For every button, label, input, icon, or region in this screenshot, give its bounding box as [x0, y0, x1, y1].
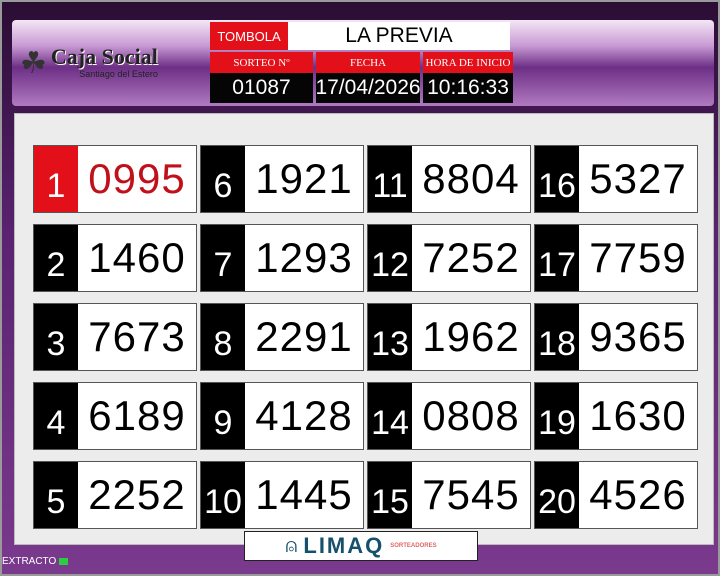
result-number: 1630 — [579, 383, 697, 449]
result-number: 5327 — [579, 146, 697, 212]
result-position: 7 — [213, 246, 233, 284]
sponsor-logo: ⍝ LIMAQ SORTEADORES — [244, 531, 478, 561]
result-cell: 17 7759 — [534, 224, 698, 292]
result-number: 0808 — [412, 383, 530, 449]
result-number: 7252 — [412, 225, 530, 291]
result-position: 4 — [46, 404, 66, 442]
date-label: FECHA — [316, 52, 420, 73]
result-position: 13 — [371, 325, 409, 363]
result-position: 14 — [371, 404, 409, 442]
result-position: 3 — [46, 325, 66, 363]
result-cell: 5 2252 — [33, 461, 197, 529]
result-cell: 16 5327 — [534, 145, 698, 213]
result-number: 1293 — [245, 225, 363, 291]
time-label: HORA DE INICIO — [423, 52, 513, 73]
result-cell: 7 1293 — [200, 224, 364, 292]
result-position: 10 — [204, 483, 242, 521]
draw-value: 01087 — [210, 73, 313, 103]
result-cell: 12 7252 — [367, 224, 531, 292]
result-cell: 3 7673 — [33, 303, 197, 371]
result-number: 2291 — [245, 304, 363, 370]
logo: ☘ Caja Social Santiago del Estero — [20, 38, 180, 88]
result-cell: 4 6189 — [33, 382, 197, 450]
status-text: EXTRACTO — [2, 556, 57, 567]
result-position: 17 — [538, 246, 576, 284]
result-position: 5 — [46, 483, 66, 521]
result-cell: 8 2291 — [200, 303, 364, 371]
result-number: 4128 — [245, 383, 363, 449]
status-led-icon — [59, 558, 69, 565]
result-position: 8 — [213, 325, 233, 363]
result-number: 1962 — [412, 304, 530, 370]
result-position: 16 — [538, 167, 576, 205]
result-cell: 14 0808 — [367, 382, 531, 450]
result-cell: 20 4526 — [534, 461, 698, 529]
result-number: 1921 — [245, 146, 363, 212]
game-label: TOMBOLA — [210, 22, 288, 50]
result-number: 2252 — [78, 462, 196, 528]
limaq-icon: ⍝ — [285, 534, 298, 557]
result-position: 20 — [538, 483, 576, 521]
result-number: 1460 — [78, 225, 196, 291]
result-cell: 1 0995 — [33, 145, 197, 213]
logo-name: Caja Social — [50, 44, 158, 69]
result-cell: 2 1460 — [33, 224, 197, 292]
time-value: 10:16:33 — [423, 73, 513, 103]
date-value: 17/04/2026 — [315, 73, 421, 103]
clover-icon: ☘ — [20, 46, 47, 80]
result-cell: 11 8804 — [367, 145, 531, 213]
brand-name: LIMAQ — [303, 533, 385, 558]
result-number: 8804 — [412, 146, 530, 212]
game-name: LA PREVIA — [288, 22, 510, 50]
result-position: 12 — [371, 246, 409, 284]
brand-sub: SORTEADORES — [390, 543, 437, 549]
result-number: 1445 — [245, 462, 363, 528]
logo-sub: Santiago del Estero — [79, 69, 158, 79]
result-position: 2 — [46, 246, 66, 284]
result-number: 4526 — [579, 462, 697, 528]
result-cell: 6 1921 — [200, 145, 364, 213]
status-bar: EXTRACTO — [2, 556, 69, 567]
result-cell: 9 4128 — [200, 382, 364, 450]
result-number: 7673 — [78, 304, 196, 370]
result-number: 7545 — [412, 462, 530, 528]
result-number: 0995 — [78, 146, 196, 212]
result-position: 6 — [213, 167, 233, 205]
result-number: 9365 — [579, 304, 697, 370]
result-number: 6189 — [78, 383, 196, 449]
result-position: 15 — [371, 483, 409, 521]
result-cell: 19 1630 — [534, 382, 698, 450]
result-cell: 18 9365 — [534, 303, 698, 371]
result-cell: 15 7545 — [367, 461, 531, 529]
draw-label: SORTEO Nº — [210, 52, 313, 73]
result-cell: 10 1445 — [200, 461, 364, 529]
result-position: 11 — [372, 167, 408, 205]
result-position: 19 — [538, 404, 576, 442]
result-position: 9 — [213, 404, 233, 442]
result-number: 7759 — [579, 225, 697, 291]
result-position: 1 — [34, 146, 78, 212]
result-position: 18 — [538, 325, 576, 363]
result-cell: 13 1962 — [367, 303, 531, 371]
